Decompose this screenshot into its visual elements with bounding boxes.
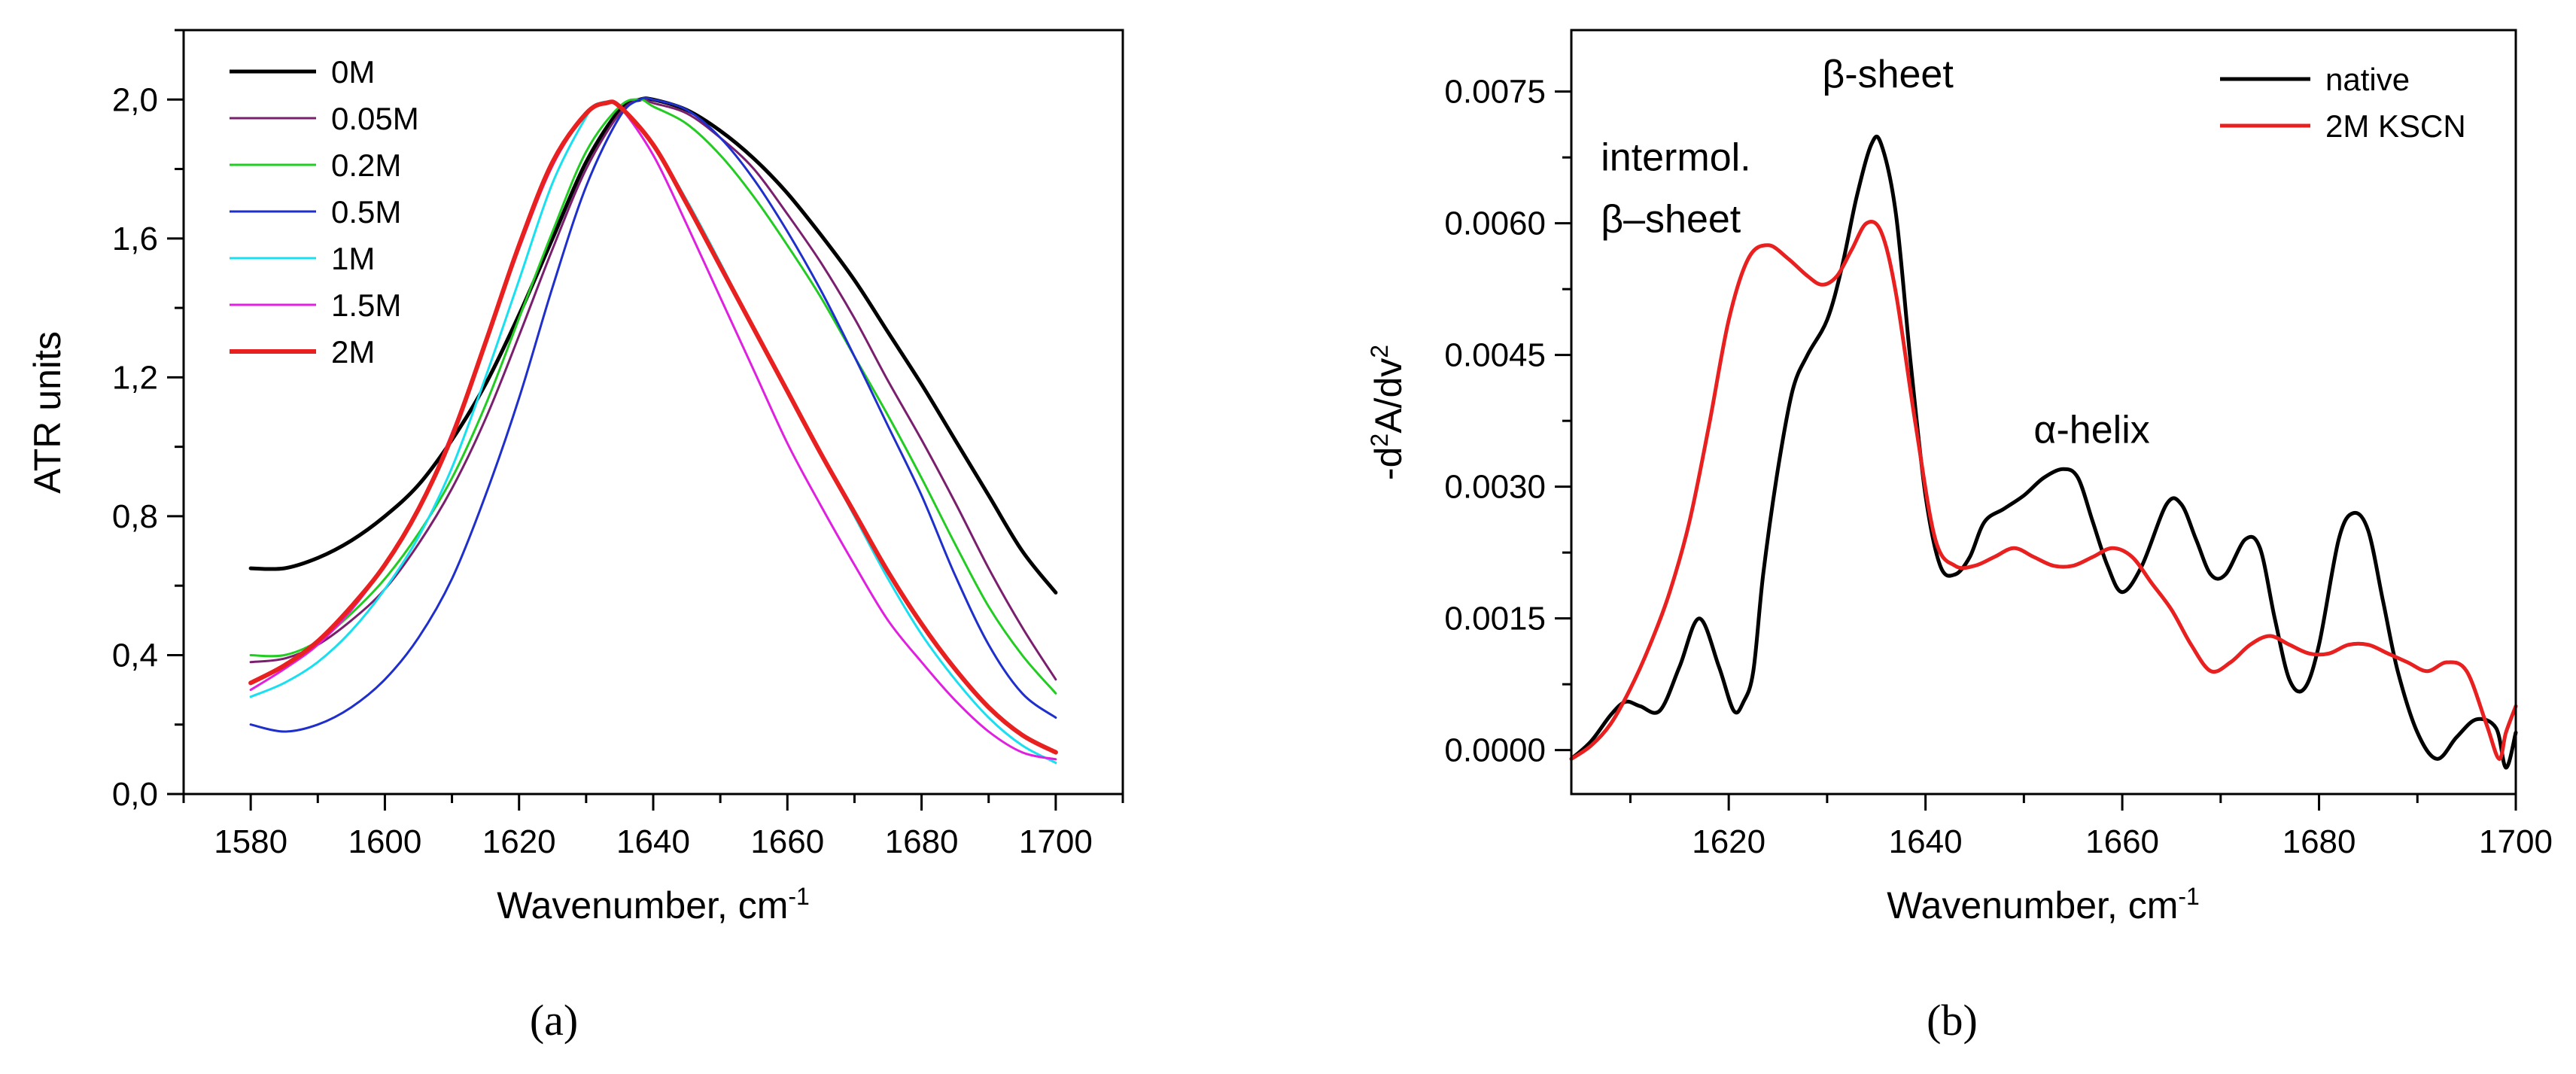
panel-b-legend: native 2M KSCN: [2220, 62, 2466, 144]
panel-a-legend-label-0-05m: 0.05M: [331, 101, 419, 136]
panel-a-y-tick-label: 1,2: [112, 359, 158, 396]
panel-b-annotations: intermol. β–sheet β-sheet α-helix: [1601, 53, 2150, 452]
panel-b-y-tick-label: 0.0045: [1444, 337, 1546, 374]
panel-a-ticks: [167, 29, 1124, 811]
panel-a-series-2m: [248, 99, 1058, 755]
panel-a-x-tick-label: 1700: [1019, 823, 1093, 860]
panel-a-x-tick-label: 1580: [214, 823, 287, 860]
panel-a-series-0-05m: [249, 98, 1057, 681]
panel-a-x-tick-label: 1600: [348, 823, 421, 860]
panel-a-y-tick-label: 0,4: [112, 637, 158, 674]
panel-a-x-axis-title: Wavenumber, cm-1: [497, 883, 810, 926]
panel-b: 1620 1640 1660 1680 1700 0.0000 0.0015 0.0030 0.…: [1366, 29, 2553, 1045]
panel-a-legend-label-1m: 1M: [331, 241, 375, 276]
panel-b-y-tick-label: 0.0030: [1444, 469, 1546, 506]
panel-b-y-tick-label: 0.0000: [1444, 732, 1546, 769]
panel-a-label: (a): [530, 996, 578, 1045]
panel-b-x-tick-label: 1680: [2283, 823, 2356, 860]
panel-b-annotation: intermol.: [1601, 136, 1750, 180]
panel-a-series: [248, 96, 1058, 764]
panel-b-x-tick-label: 1640: [1889, 823, 1963, 860]
panel-b-series-native: [1569, 134, 2518, 770]
panel-b-annotation: α-helix: [2033, 408, 2149, 452]
panel-a-y-tick-label: 0,8: [112, 498, 158, 535]
panel-a-tick-labels: 1580 1600 1620 1640 1660 1680 1700 0,0 0,4 0,8 1,2…: [112, 81, 1093, 860]
panel-a-plot-frame: [182, 29, 1124, 796]
panel-b-x-tick-label: 1620: [1692, 823, 1765, 860]
panel-a-series-0-2m: [249, 98, 1057, 695]
panel-b-tick-labels: 1620 1640 1660 1680 1700 0.0000 0.0015 0.0030 0.…: [1444, 74, 2553, 860]
panel-a-legend-label-0m: 0M: [331, 54, 375, 90]
panel-b-series: [1569, 134, 2518, 770]
panel-a-x-tick-label: 1640: [616, 823, 690, 860]
panel-a-legend-label-1-5m: 1.5M: [331, 288, 401, 323]
panel-b-y-tick-label: 0.0060: [1444, 205, 1546, 242]
panel-a-x-tick-label: 1680: [885, 823, 959, 860]
panel-a-y-tick-label: 0,0: [112, 776, 158, 813]
panel-a-y-axis-title: ATR units: [26, 331, 68, 494]
panel-a-y-tick-label: 2,0: [112, 81, 158, 118]
panel-b-annotation: β–sheet: [1601, 197, 1741, 241]
panel-a-y-tick-label: 1,6: [112, 221, 158, 257]
panel-a-legend-label-0-5m: 0.5M: [331, 194, 401, 230]
panel-a-legend: 0M 0.05M 0.2M 0.5M 1M 1.5M 2M: [230, 54, 419, 370]
panel-b-label: (b): [1927, 996, 1978, 1045]
panel-a-legend-label-2m: 2M: [331, 334, 375, 370]
panel-a-x-tick-label: 1660: [750, 823, 824, 860]
panel-b-legend-label-native: native: [2325, 62, 2410, 97]
panel-b-x-axis-title: Wavenumber, cm-1: [1887, 883, 2200, 926]
panel-b-annotation: β-sheet: [1822, 53, 1954, 96]
panel-b-x-tick-label: 1700: [2479, 823, 2553, 860]
panel-a-legend-label-0-2m: 0.2M: [331, 148, 401, 183]
panel-a-series-0-5m: [249, 96, 1057, 733]
panel-b-y-tick-label: 0.0075: [1444, 74, 1546, 111]
panel-b-y-tick-label: 0.0015: [1444, 601, 1546, 637]
panel-a: 1580 1600 1620 1640 1660 1680 1700 0,0 0,4 0,8 1,2…: [26, 29, 1124, 1045]
panel-b-legend-label-2m-kscn: 2M KSCN: [2325, 108, 2466, 144]
panel-b-plot-frame: [1570, 29, 2517, 796]
panel-b-series-2m-kscn: [1569, 220, 2518, 761]
panel-b-x-tick-label: 1660: [2085, 823, 2159, 860]
panel-b-y-axis-title: -d2A/dv2: [1366, 345, 1410, 480]
panel-b-ticks: [1555, 90, 2517, 811]
panel-a-x-tick-label: 1620: [482, 823, 556, 860]
